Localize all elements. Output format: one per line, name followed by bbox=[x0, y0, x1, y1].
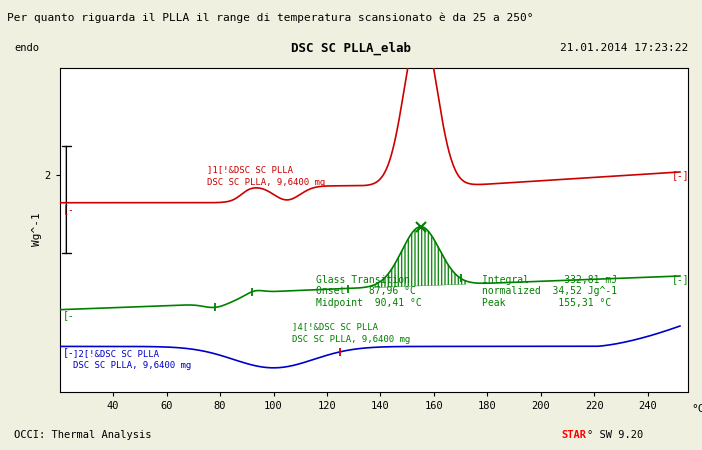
Text: [-: [- bbox=[62, 310, 74, 320]
Text: DSC SC PLLA_elab: DSC SC PLLA_elab bbox=[291, 42, 411, 55]
Text: OCCI: Thermal Analysis: OCCI: Thermal Analysis bbox=[14, 429, 152, 440]
Text: [-: [- bbox=[62, 204, 74, 215]
Y-axis label: Wg^-1: Wg^-1 bbox=[32, 213, 41, 247]
Text: Per quanto riguarda il PLLA il range di temperatura scansionato è da 25 a 250°: Per quanto riguarda il PLLA il range di … bbox=[7, 12, 534, 22]
Text: STAR: STAR bbox=[562, 429, 587, 440]
Text: DSC SC PLLA, 9,6400 mg: DSC SC PLLA, 9,6400 mg bbox=[206, 178, 325, 187]
Text: ]1[!&DSC SC PLLA: ]1[!&DSC SC PLLA bbox=[206, 165, 293, 174]
Text: DSC SC PLLA, 9,6400 mg: DSC SC PLLA, 9,6400 mg bbox=[292, 335, 411, 344]
Text: Glass Transition
Onset    87,96 °C
Midpoint  90,41 °C: Glass Transition Onset 87,96 °C Midpoint… bbox=[317, 275, 422, 308]
Text: °C: °C bbox=[691, 405, 702, 414]
Text: [-]: [-] bbox=[672, 274, 689, 284]
Text: 21.01.2014 17:23:22: 21.01.2014 17:23:22 bbox=[559, 43, 688, 54]
Text: [-: [- bbox=[62, 347, 74, 357]
Text: ]2[!&DSC SC PLLA: ]2[!&DSC SC PLLA bbox=[73, 349, 159, 358]
Text: ° SW 9.20: ° SW 9.20 bbox=[587, 429, 643, 440]
Text: endo: endo bbox=[14, 43, 39, 54]
Text: Integral      332,81 mJ
normalized  34,52 Jg^-1
Peak         155,31 °C: Integral 332,81 mJ normalized 34,52 Jg^-… bbox=[482, 275, 617, 308]
Text: ]4[!&DSC SC PLLA: ]4[!&DSC SC PLLA bbox=[292, 323, 378, 332]
Text: [-]: [-] bbox=[672, 170, 689, 180]
Text: DSC SC PLLA, 9,6400 mg: DSC SC PLLA, 9,6400 mg bbox=[73, 361, 191, 370]
